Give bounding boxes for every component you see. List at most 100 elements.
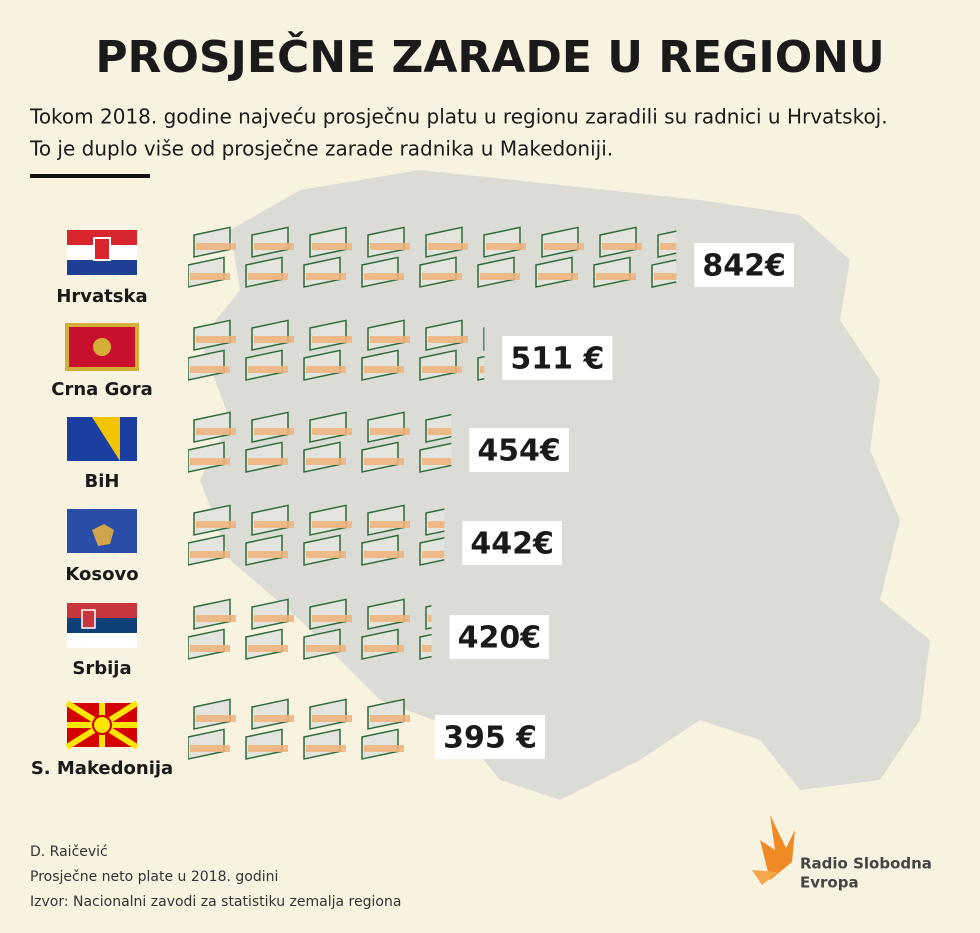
bill-band xyxy=(538,273,578,280)
bill-band xyxy=(254,715,294,722)
bill-band xyxy=(254,428,294,435)
bill-band xyxy=(364,366,404,373)
flag-kosovo xyxy=(67,509,137,553)
bill-band xyxy=(254,336,294,343)
value-label: 454€ xyxy=(477,434,561,469)
bill-band xyxy=(602,243,642,250)
bill-band xyxy=(428,615,432,622)
bill-band xyxy=(660,243,677,250)
bill-band xyxy=(364,745,404,752)
value-label: 395 € xyxy=(443,721,537,756)
bill-band xyxy=(248,645,288,652)
bill xyxy=(425,598,432,630)
bill-band xyxy=(196,615,236,622)
bill-band xyxy=(312,243,352,250)
value-label: 842€ xyxy=(702,249,786,284)
value-label-box xyxy=(435,715,546,759)
bill-band xyxy=(248,273,288,280)
publisher: Evropa xyxy=(800,874,859,892)
bill-band xyxy=(596,273,636,280)
note: Prosječne neto plate u 2018. godini xyxy=(30,869,278,885)
bill-band xyxy=(306,273,346,280)
bill-band xyxy=(306,458,346,465)
bill-band xyxy=(196,521,236,528)
flag-hrvatska xyxy=(67,230,137,275)
country-name: S. Makedonija xyxy=(31,758,173,779)
bill-band xyxy=(422,551,445,558)
bill-band xyxy=(312,615,352,622)
country-name: Srbija xyxy=(72,658,131,679)
bill-band xyxy=(428,336,468,343)
bill-band xyxy=(422,366,462,373)
bill-band xyxy=(248,551,288,558)
subtitle: Tokom 2018. godine najveću prosječnu pla… xyxy=(29,105,888,129)
bill-band xyxy=(312,521,352,528)
value-label-box xyxy=(462,521,562,565)
bill-band xyxy=(654,273,677,280)
bill-band xyxy=(306,551,346,558)
bill-band xyxy=(486,243,526,250)
source: Izvor: Nacionalni zavodi za statistiku z… xyxy=(30,894,401,910)
bill-band xyxy=(370,428,410,435)
title: PROSJEČNE ZARADE U REGIONU xyxy=(95,30,884,83)
bill-band xyxy=(422,645,432,652)
money-icons xyxy=(188,319,485,381)
bill-band xyxy=(480,273,520,280)
bill-band xyxy=(428,521,445,528)
bill-band xyxy=(254,243,294,250)
bill-band xyxy=(248,745,288,752)
money-icons xyxy=(188,698,410,760)
bill-band xyxy=(428,428,452,435)
logo-mark xyxy=(752,815,795,885)
country-name: Kosovo xyxy=(65,564,138,585)
author: D. Raičević xyxy=(30,844,108,860)
country-name: Crna Gora xyxy=(51,379,152,400)
bill-band xyxy=(312,336,352,343)
publisher: Radio Slobodna xyxy=(800,855,932,873)
bill-band xyxy=(190,458,230,465)
value-label-box xyxy=(449,615,550,659)
bill-band xyxy=(364,273,404,280)
bill-band xyxy=(480,366,485,373)
flag-srbija xyxy=(67,603,137,648)
bill-band xyxy=(190,551,230,558)
bill-band xyxy=(422,458,452,465)
bill-band xyxy=(370,243,410,250)
bill-band xyxy=(306,645,346,652)
bill-band xyxy=(312,428,352,435)
bill-band xyxy=(190,273,230,280)
bill-band xyxy=(306,366,346,373)
bill xyxy=(477,349,485,381)
bill-band xyxy=(422,273,462,280)
bill-band xyxy=(190,745,230,752)
subtitle: To je duplo više od prosječne zarade rad… xyxy=(29,137,613,161)
country-name: Hrvatska xyxy=(56,286,147,307)
value-label-box xyxy=(694,243,794,287)
value-label: 442€ xyxy=(470,527,554,562)
bill-band xyxy=(428,243,468,250)
value-label-box xyxy=(469,428,569,472)
bill-band xyxy=(196,336,236,343)
bill-band xyxy=(364,458,404,465)
bill-band xyxy=(254,615,294,622)
bill-band xyxy=(364,551,404,558)
money-icons xyxy=(188,226,677,288)
bill-band xyxy=(196,428,236,435)
country-name: BiH xyxy=(85,471,120,492)
bill-band xyxy=(544,243,584,250)
bill-band xyxy=(370,521,410,528)
flag-crna-gora xyxy=(65,323,139,371)
money-icons xyxy=(188,598,432,660)
bill-band xyxy=(370,615,410,622)
bill-band xyxy=(190,366,230,373)
bill-band xyxy=(196,243,236,250)
value-label: 511 € xyxy=(510,342,604,377)
bill xyxy=(483,319,485,351)
bill-band xyxy=(306,745,346,752)
bill-band xyxy=(364,645,404,652)
bill-band xyxy=(370,336,410,343)
bill-band xyxy=(312,715,352,722)
money-icons xyxy=(188,504,445,566)
bill-band xyxy=(248,366,288,373)
